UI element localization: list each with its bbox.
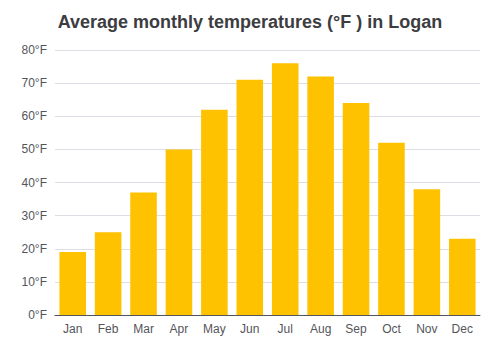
svg-text:Average monthly temperatures (: Average monthly temperatures (°F ) in Lo…	[58, 12, 443, 32]
svg-text:Apr: Apr	[170, 322, 189, 336]
svg-text:40°F: 40°F	[22, 176, 47, 190]
svg-text:Jan: Jan	[63, 322, 82, 336]
svg-text:Mar: Mar	[133, 322, 154, 336]
svg-text:Nov: Nov	[416, 322, 437, 336]
svg-text:May: May	[203, 322, 226, 336]
svg-text:Sep: Sep	[345, 322, 367, 336]
svg-text:30°F: 30°F	[22, 209, 47, 223]
svg-text:Jun: Jun	[240, 322, 259, 336]
svg-text:20°F: 20°F	[22, 242, 47, 256]
svg-text:Dec: Dec	[452, 322, 473, 336]
svg-text:10°F: 10°F	[22, 275, 47, 289]
svg-text:80°F: 80°F	[22, 43, 47, 57]
svg-text:Aug: Aug	[310, 322, 331, 336]
svg-text:Oct: Oct	[382, 322, 401, 336]
svg-text:Feb: Feb	[98, 322, 119, 336]
svg-text:70°F: 70°F	[22, 76, 47, 90]
svg-text:Jul: Jul	[278, 322, 293, 336]
svg-text:50°F: 50°F	[22, 142, 47, 156]
svg-text:60°F: 60°F	[22, 109, 47, 123]
svg-text:0°F: 0°F	[28, 308, 47, 322]
